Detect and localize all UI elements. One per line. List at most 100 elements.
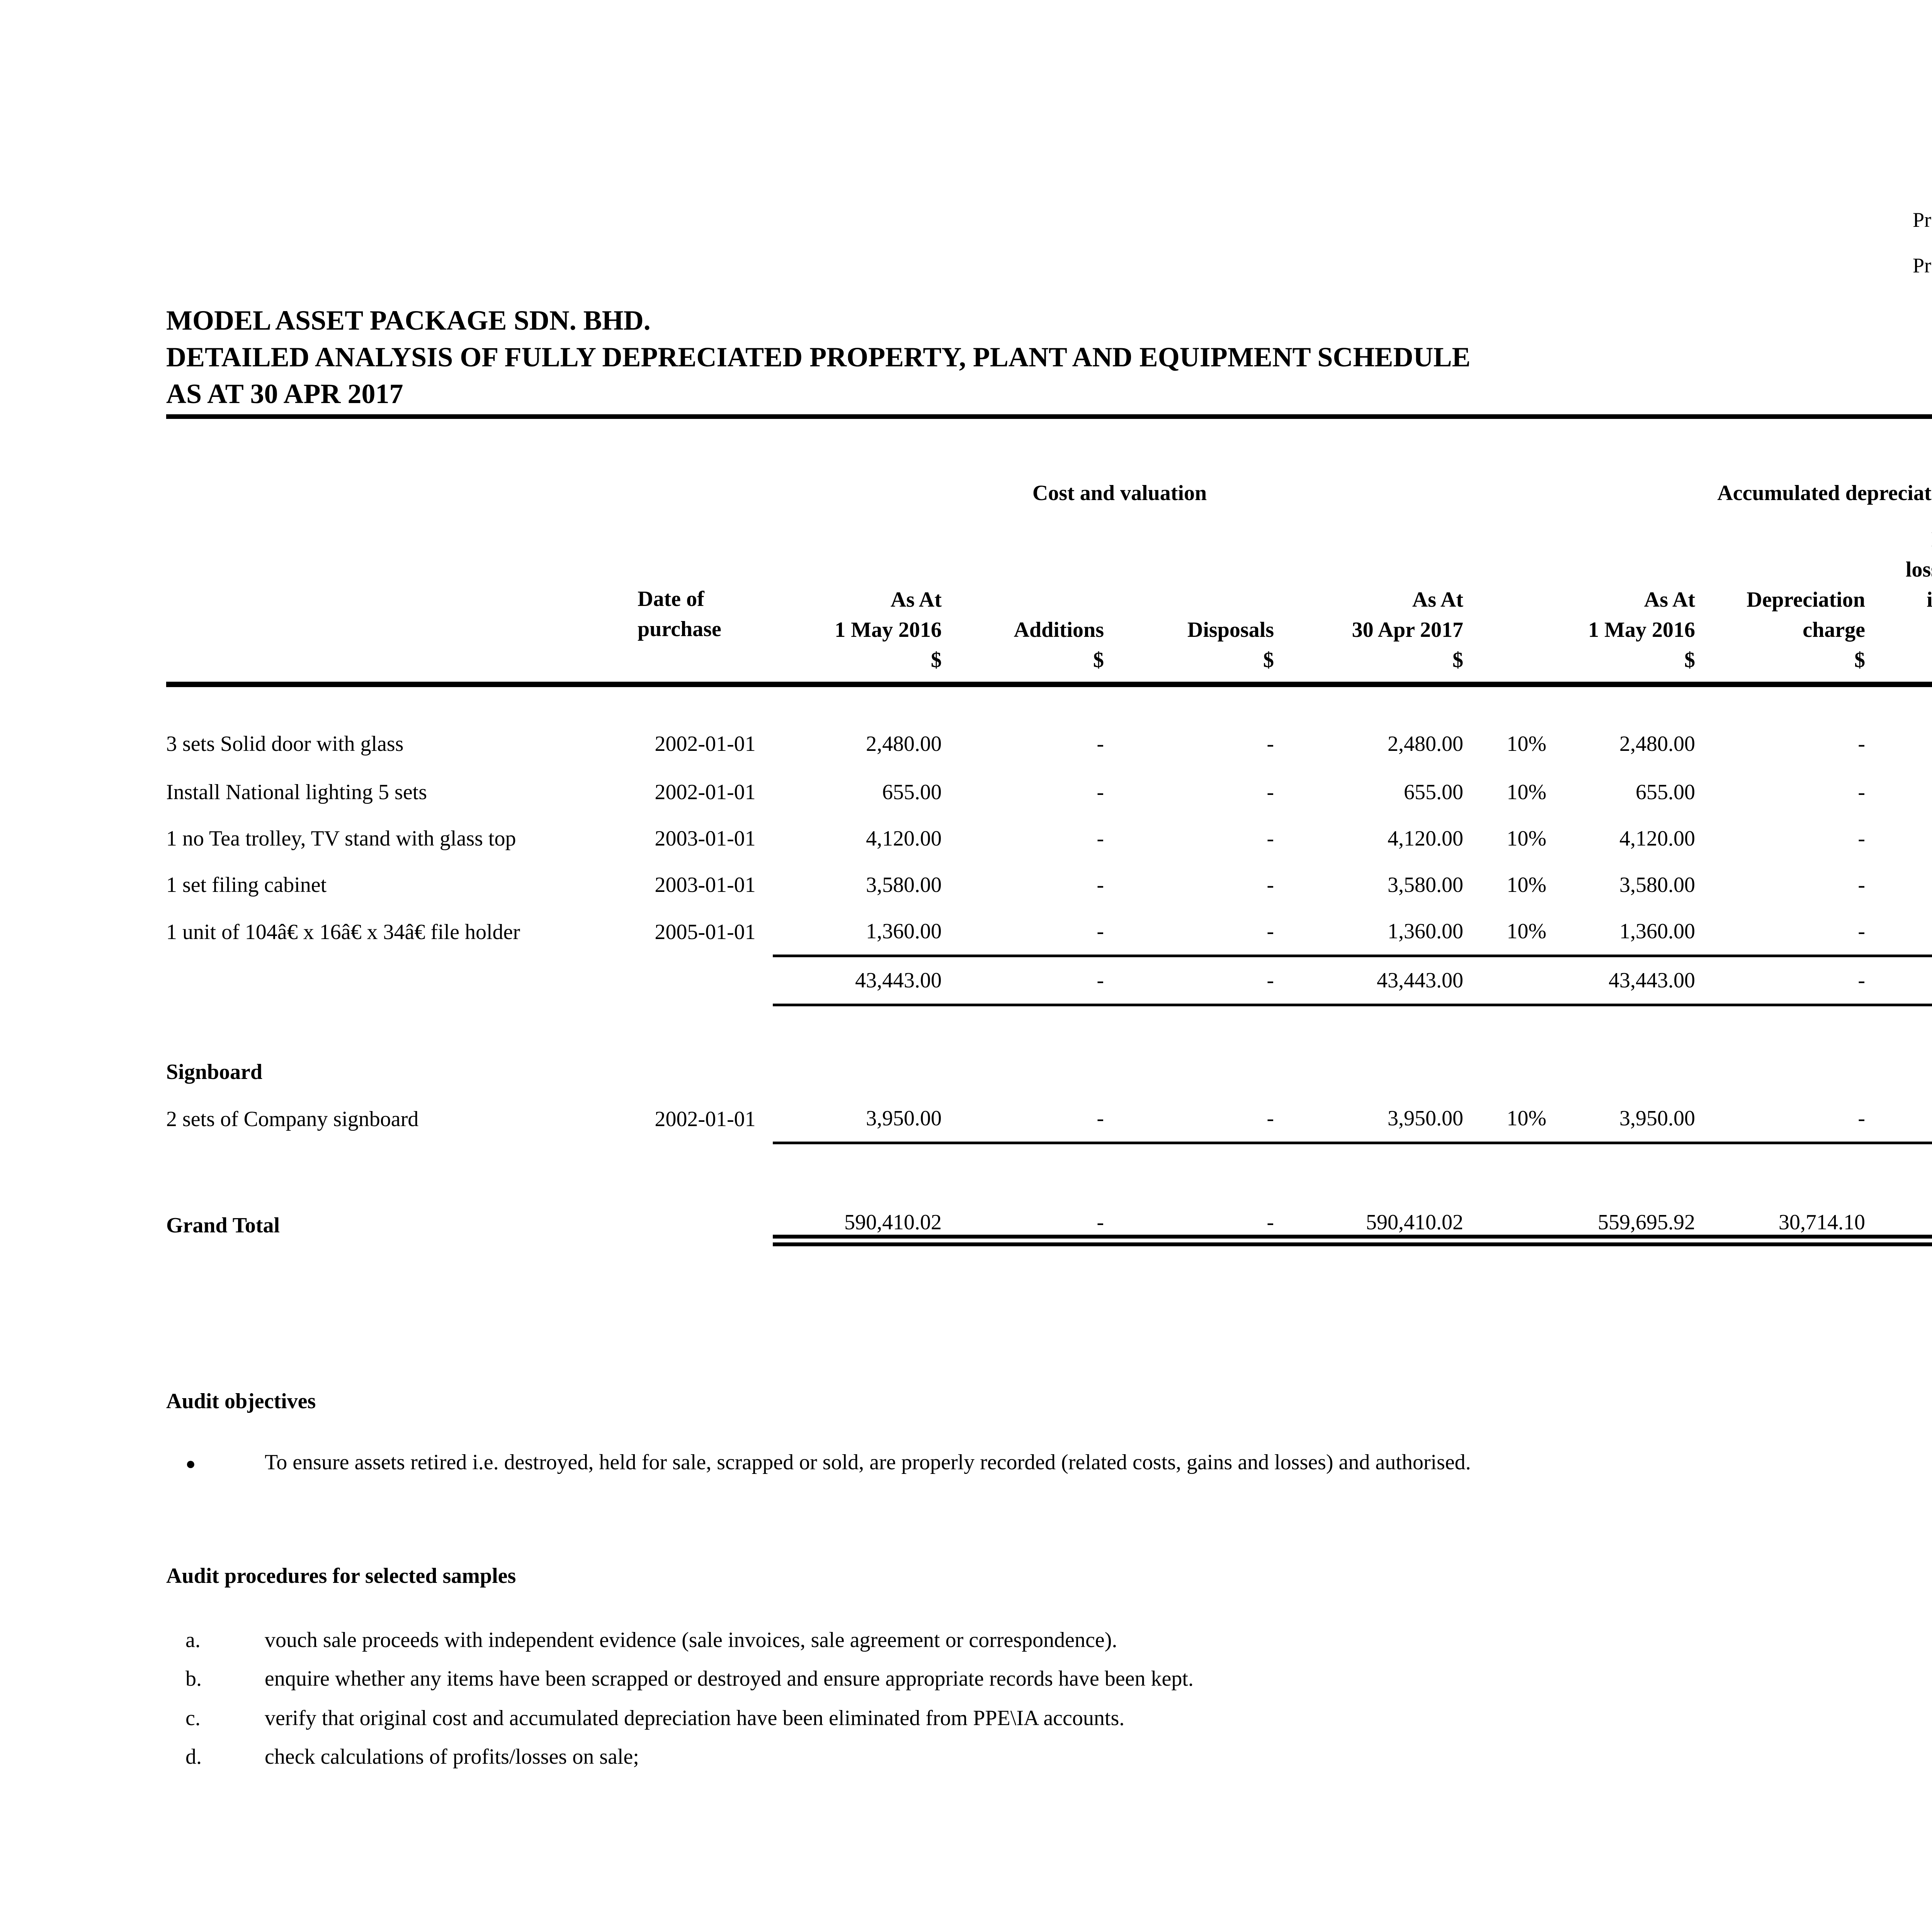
- cell-accum-opening: 3,950.00: [1549, 1095, 1698, 1144]
- cell-dep-charge: -: [1858, 919, 1865, 943]
- cell-disposals: -: [1267, 919, 1274, 943]
- cell-description: 1 set filing cabinet: [166, 873, 327, 897]
- cell-additions: -: [1097, 873, 1104, 897]
- cell-cost-opening: 4,120.00: [866, 827, 942, 851]
- col-header-accum-opening: As At 1 May 2016 $: [1588, 588, 1695, 672]
- cell-description: 2 sets of Company signboard: [166, 1107, 419, 1131]
- cell-rate: 10%: [1507, 732, 1546, 756]
- cell-accum-opening: 1,360.00: [1619, 919, 1695, 943]
- cell-dep-charge: -: [1858, 732, 1865, 756]
- cell-date: 2002-01-01: [655, 780, 756, 804]
- cell-accum-opening: 4,120.00: [1619, 827, 1695, 851]
- cell-cost-closing: 590,410.02: [1277, 1210, 1466, 1246]
- cell-additions: -: [1097, 827, 1104, 851]
- cell-rate: 10%: [1507, 919, 1546, 943]
- audit-objective-text: To ensure assets retired i.e. destroyed,…: [265, 1450, 1471, 1474]
- cell-dep-charge: -: [1698, 955, 1868, 1006]
- cell-cost-opening: 2,480.00: [866, 732, 942, 756]
- item-text: enquire whether any items have been scra…: [265, 1667, 1194, 1691]
- cell-additions: -: [1097, 919, 1104, 943]
- col-header-depreciation-charge: Depreciation charge $: [1747, 588, 1865, 672]
- audit-objectives-heading: Audit objectives: [166, 1389, 316, 1413]
- cell-cost-closing: 3,580.00: [1388, 873, 1463, 897]
- cell-disposals: -: [1107, 1210, 1277, 1246]
- section-heading: Signboard: [166, 1060, 262, 1084]
- cell-description: 3 sets Solid door with glass: [166, 732, 404, 756]
- report-title: DETAILED ANALYSIS OF FULLY DEPRECIATED P…: [166, 342, 1471, 373]
- item-letter: c.: [185, 1706, 201, 1730]
- cell-cost-opening: 43,443.00: [773, 955, 945, 1006]
- cell-cost-opening: 1,360.00: [866, 919, 942, 943]
- cell-dep-charge: -: [1858, 827, 1865, 851]
- cell-dep-charge: -: [1698, 1095, 1868, 1144]
- cell-disposals: -: [1267, 732, 1274, 756]
- cell-additions: -: [945, 1210, 1107, 1246]
- header-rule: [166, 682, 1932, 687]
- table-row: Install National lighting 5 sets 2002-01…: [166, 769, 1932, 815]
- cell-date: 2002-01-01: [655, 732, 756, 756]
- table-row: 3 sets Solid door with glass 2002-01-01 …: [166, 719, 1932, 769]
- cell-dep-charge: -: [1858, 873, 1865, 897]
- cell-cost-closing: 43,443.00: [1277, 955, 1466, 1006]
- bullet-icon: ●: [185, 1454, 196, 1473]
- item-text: check calculations of profits/losses on …: [265, 1745, 639, 1769]
- cell-cost-closing: 1,360.00: [1388, 919, 1463, 943]
- cell-additions: -: [1097, 732, 1104, 756]
- cell-disposals: -: [1267, 780, 1274, 804]
- cell-accum-opening: 2,480.00: [1619, 732, 1695, 756]
- cell-additions: -: [945, 955, 1107, 1006]
- col-header-additions: Additions $: [1014, 618, 1104, 672]
- cell-rate: 10%: [1466, 1095, 1549, 1144]
- group-header-cost: Cost and valuation: [1032, 481, 1207, 505]
- grand-total-label: Grand Total: [166, 1213, 280, 1237]
- cell-disposals: -: [1107, 955, 1277, 1006]
- cell-accum-opening: 559,695.92: [1549, 1210, 1698, 1246]
- cell-cost-opening: 655.00: [882, 780, 942, 804]
- depreciation-table: 3 sets Solid door with glass 2002-01-01 …: [166, 719, 1932, 1246]
- cell-cost-opening: 590,410.02: [773, 1210, 945, 1246]
- cell-impairment: -: [1868, 719, 1932, 769]
- cell-impairment: -: [1868, 862, 1932, 908]
- title-block: MODEL ASSET PACKAGE SDN. BHD. DETAILED A…: [166, 302, 1471, 412]
- grand-total-row: Grand Total 590,410.02 - - 590,410.02 55…: [166, 1210, 1932, 1246]
- audit-procedures-heading: Audit procedures for selected samples: [166, 1564, 516, 1588]
- audit-procedure-item: a. vouch sale proceeds with independent e…: [185, 1628, 1117, 1652]
- cell-rate: 10%: [1507, 827, 1546, 851]
- cell-impairment: -: [1868, 815, 1932, 862]
- cell-accum-opening: 43,443.00: [1549, 955, 1698, 1006]
- cell-impairment: -: [1868, 1095, 1932, 1144]
- audit-procedure-item: d. check calculations of profits/losses o…: [185, 1744, 639, 1769]
- cell-description: 1 no Tea trolley, TV stand with glass to…: [166, 827, 516, 851]
- item-text: vouch sale proceeds with independent evi…: [265, 1628, 1117, 1652]
- table-row: 1 unit of 104â€ x 16â€ x 34â€ file holde…: [166, 908, 1932, 956]
- cell-disposals: -: [1267, 873, 1274, 897]
- subtotal-row: 43,443.00 - - 43,443.00 43,443.00 - - - …: [166, 955, 1932, 1006]
- table-row: 2 sets of Company signboard 2002-01-01 3…: [166, 1095, 1932, 1144]
- prepared-on-label: Prepared on:: [1913, 254, 1932, 277]
- cell-accum-opening: 655.00: [1636, 780, 1695, 804]
- col-header-disposals: Disposals $: [1187, 618, 1274, 672]
- table-row: 1 no Tea trolley, TV stand with glass to…: [166, 815, 1932, 862]
- col-header-cost-opening: As At 1 May 2016 $: [835, 588, 942, 672]
- cell-rate: 10%: [1507, 873, 1546, 897]
- item-letter: a.: [185, 1628, 201, 1652]
- cell-additions: -: [945, 1095, 1107, 1144]
- audit-procedure-item: c. verify that original cost and accumula…: [185, 1706, 1124, 1731]
- cell-disposals: -: [1267, 827, 1274, 851]
- cell-additions: -: [1097, 780, 1104, 804]
- col-header-impairment-loss: Impairment loss recognised in profit and…: [1905, 527, 1932, 612]
- audit-procedure-item: b. enquire whether any items have been sc…: [185, 1666, 1194, 1691]
- cell-impairment: -: [1868, 908, 1932, 956]
- cell-dep-charge: -: [1858, 780, 1865, 804]
- cell-disposals: -: [1107, 1095, 1277, 1144]
- cell-description: 1 unit of 104â€ x 16â€ x 34â€ file holde…: [166, 920, 520, 944]
- cell-impairment: -: [1868, 769, 1932, 815]
- cell-impairment: -: [1868, 955, 1932, 1006]
- cell-rate: [1466, 955, 1549, 1006]
- item-letter: b.: [185, 1667, 202, 1691]
- company-name: MODEL ASSET PACKAGE SDN. BHD.: [166, 305, 651, 336]
- audit-objective-item: ● To ensure assets retired i.e. destroyed…: [185, 1450, 1471, 1475]
- col-header-date: Date of purchase: [638, 587, 721, 641]
- cell-date: 2003-01-01: [655, 827, 756, 851]
- item-text: verify that original cost and accumulate…: [265, 1706, 1125, 1730]
